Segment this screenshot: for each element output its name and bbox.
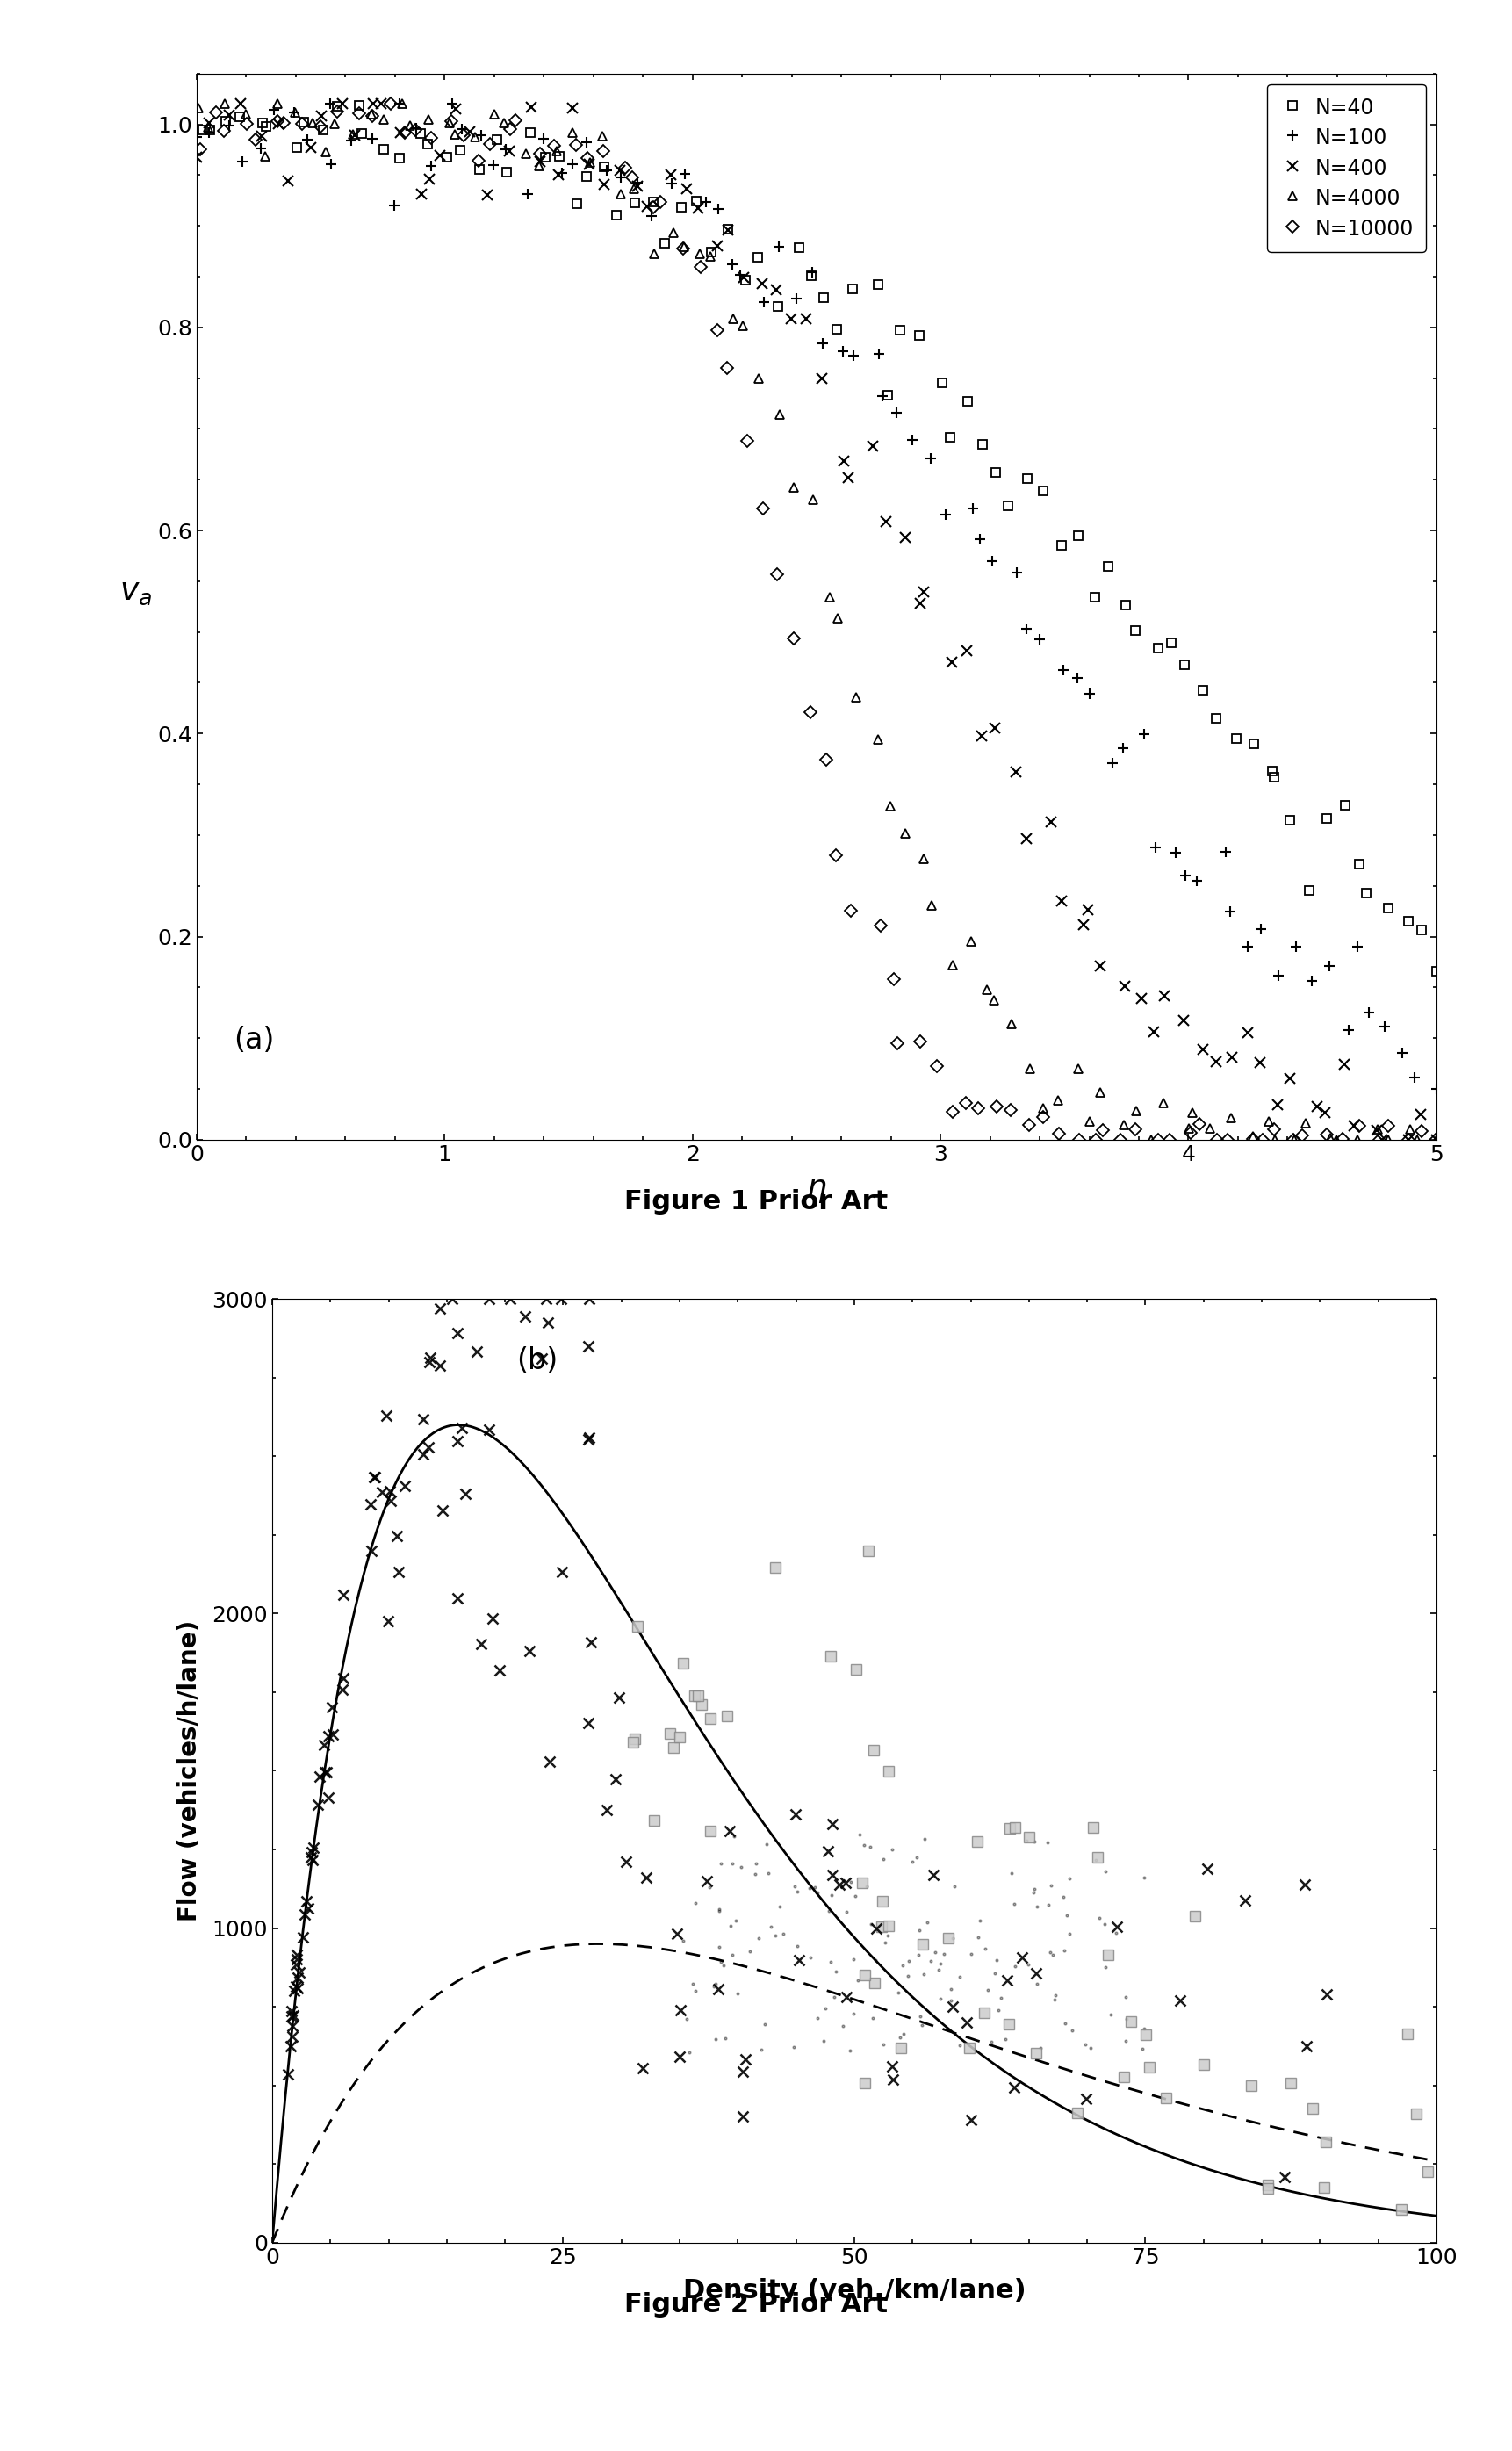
N=100 bbox=[321, 88, 339, 118]
N=10000 bbox=[191, 135, 209, 164]
N=4000 bbox=[1049, 1086, 1067, 1115]
N=100 bbox=[1007, 559, 1025, 588]
Line: N=10000: N=10000 bbox=[197, 100, 1439, 1145]
N=4000 bbox=[1002, 1010, 1021, 1039]
N=4000 bbox=[1142, 1125, 1160, 1154]
Y-axis label: $v_a$: $v_a$ bbox=[119, 576, 151, 608]
N=40 bbox=[1052, 532, 1070, 561]
N=4000 bbox=[962, 926, 980, 956]
N=400 bbox=[943, 647, 962, 676]
N=4000 bbox=[1321, 1125, 1340, 1154]
N=40 bbox=[194, 115, 212, 145]
N=40 bbox=[1300, 875, 1318, 904]
N=4000 bbox=[189, 93, 207, 123]
N=10000 bbox=[1002, 1096, 1021, 1125]
N=100 bbox=[754, 287, 773, 316]
Legend: N=40, N=100, N=400, N=4000, N=10000: N=40, N=100, N=400, N=4000, N=10000 bbox=[1267, 83, 1426, 252]
N=40 bbox=[1427, 956, 1445, 985]
N=100 bbox=[187, 123, 206, 152]
N=40 bbox=[748, 243, 767, 272]
N=40 bbox=[999, 490, 1018, 520]
N=40 bbox=[349, 91, 367, 120]
N=100 bbox=[1054, 657, 1072, 686]
Line: N=40: N=40 bbox=[198, 100, 1441, 975]
N=400 bbox=[1052, 885, 1070, 914]
N=100 bbox=[936, 500, 954, 529]
N=10000 bbox=[957, 1088, 975, 1118]
N=400 bbox=[1007, 757, 1025, 787]
N=4000 bbox=[1427, 1125, 1445, 1154]
N=400 bbox=[957, 635, 975, 664]
N=10000 bbox=[943, 1096, 962, 1125]
X-axis label: $\eta$: $\eta$ bbox=[806, 1174, 827, 1206]
N=40 bbox=[942, 424, 960, 453]
N=10000 bbox=[753, 493, 771, 522]
N=10000 bbox=[381, 88, 399, 118]
N=4000 bbox=[943, 951, 962, 980]
N=400 bbox=[1427, 1125, 1445, 1154]
N=100 bbox=[1302, 966, 1320, 995]
Text: (a): (a) bbox=[234, 1025, 275, 1054]
Line: N=4000: N=4000 bbox=[194, 100, 1441, 1145]
Line: N=100: N=100 bbox=[191, 98, 1442, 1093]
N=40 bbox=[959, 387, 977, 417]
Text: Figure 2 Prior Art: Figure 2 Prior Art bbox=[624, 2292, 888, 2316]
N=400 bbox=[1308, 1091, 1326, 1120]
N=10000 bbox=[1317, 1120, 1335, 1150]
Line: N=400: N=400 bbox=[192, 98, 1441, 1145]
N=10000 bbox=[1070, 1125, 1089, 1154]
Text: Figure 1 Prior Art: Figure 1 Prior Art bbox=[624, 1189, 888, 1213]
Text: (b): (b) bbox=[517, 1346, 558, 1375]
N=100 bbox=[963, 493, 981, 522]
N=100 bbox=[1427, 1074, 1445, 1103]
N=400 bbox=[231, 88, 249, 118]
N=4000 bbox=[216, 88, 234, 118]
X-axis label: Density (veh./km/lane): Density (veh./km/lane) bbox=[683, 2277, 1025, 2304]
N=10000 bbox=[1051, 1120, 1069, 1150]
N=400 bbox=[187, 142, 206, 172]
N=400 bbox=[1373, 1125, 1391, 1154]
N=400 bbox=[753, 270, 771, 299]
N=10000 bbox=[1427, 1125, 1445, 1154]
Y-axis label: Flow (vehicles/h/lane): Flow (vehicles/h/lane) bbox=[178, 1620, 203, 1922]
N=4000 bbox=[750, 365, 768, 395]
